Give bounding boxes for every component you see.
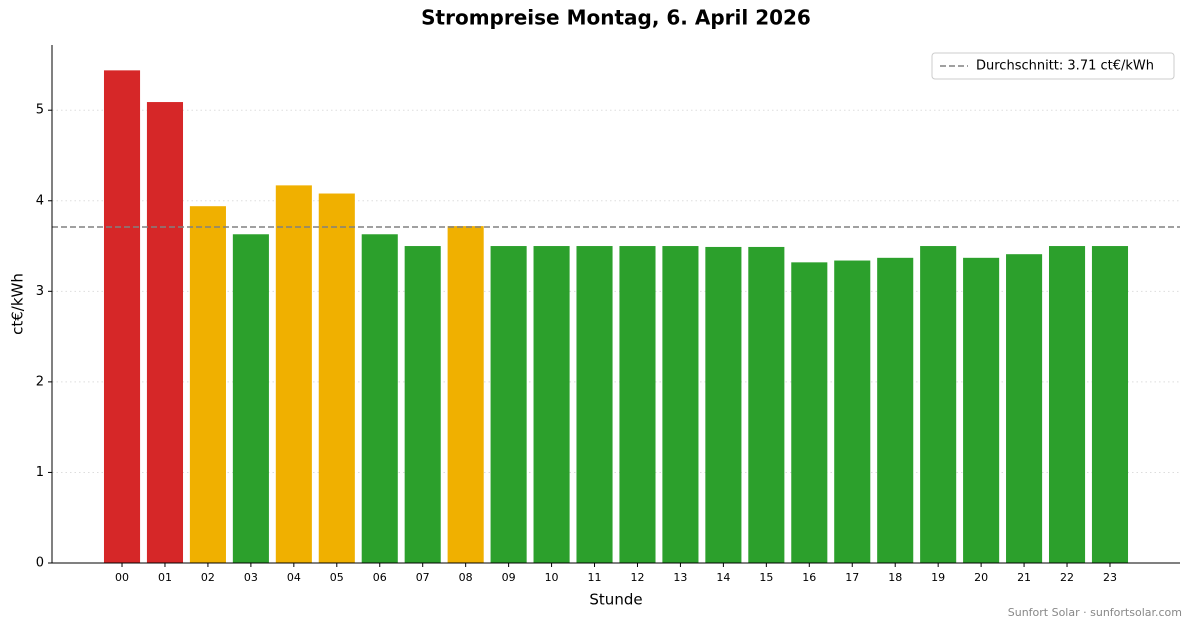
bar — [103, 70, 141, 564]
y-tick-label: 5 — [36, 103, 44, 118]
bar — [490, 246, 527, 563]
x-tick-label: 22 — [1060, 571, 1074, 584]
x-tick-label: 09 — [502, 571, 516, 584]
x-tick-label: 07 — [416, 571, 430, 584]
x-tick-label: 18 — [888, 571, 902, 584]
bar — [533, 246, 570, 563]
x-tick-label: 02 — [201, 571, 215, 584]
chart-title: Strompreise Montag, 6. April 2026 — [421, 6, 811, 30]
x-tick-label: 11 — [588, 571, 602, 584]
bar — [361, 234, 398, 563]
footer: Sunfort Solar · sunfortsolar.com — [1008, 606, 1182, 619]
bar — [447, 226, 484, 563]
x-tick-label: 01 — [158, 571, 172, 584]
y-tick-label: 1 — [36, 465, 44, 480]
x-tick-label: 15 — [759, 571, 773, 584]
bar — [748, 246, 785, 563]
bar — [834, 260, 871, 563]
x-tick-label: 00 — [115, 571, 129, 584]
bar — [877, 257, 914, 563]
bar — [275, 185, 312, 563]
bar — [619, 246, 656, 563]
x-tick-label: 17 — [845, 571, 859, 584]
x-tick-label: 06 — [373, 571, 387, 584]
x-tick-label: 13 — [673, 571, 687, 584]
y-tick-label: 0 — [36, 556, 44, 571]
y-tick-label: 4 — [36, 193, 44, 208]
y-tick-label: 2 — [36, 374, 44, 389]
bar — [576, 246, 613, 563]
bar — [1091, 246, 1129, 563]
bar — [1048, 246, 1086, 563]
x-tick-label: 19 — [931, 571, 945, 584]
x-tick-label: 05 — [330, 571, 344, 584]
bar — [318, 193, 355, 563]
x-tick-label: 20 — [974, 571, 988, 584]
x-axis-label: Stunde — [589, 591, 642, 609]
y-tick-label: 3 — [36, 284, 44, 299]
x-tick-label: 10 — [545, 571, 559, 584]
x-tick-label: 16 — [802, 571, 816, 584]
x-tick-label: 21 — [1017, 571, 1031, 584]
x-tick-label: 14 — [716, 571, 730, 584]
x-tick-label: 08 — [459, 571, 473, 584]
x-tick-label: 03 — [244, 571, 258, 584]
bar — [146, 102, 184, 564]
bar — [189, 206, 226, 563]
bar — [791, 262, 828, 563]
x-tick-label: 04 — [287, 571, 301, 584]
legend-label: Durchschnitt: 3.71 ct€/kWh — [976, 59, 1154, 74]
bar — [404, 246, 441, 563]
bar — [1006, 254, 1043, 563]
bar — [963, 257, 1000, 563]
y-axis-label: ct€/kWh — [9, 273, 27, 335]
x-tick-label: 12 — [630, 571, 644, 584]
bar — [662, 246, 699, 563]
bar — [920, 246, 957, 563]
x-tick-label: 23 — [1103, 571, 1117, 584]
bar — [705, 246, 742, 563]
legend-box — [931, 52, 1175, 80]
bar — [232, 234, 269, 563]
